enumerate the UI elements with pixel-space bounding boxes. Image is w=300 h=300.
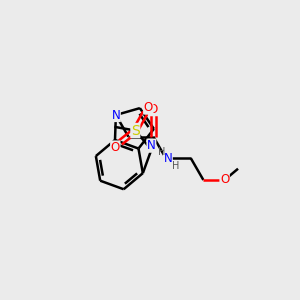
Text: O: O <box>144 101 153 114</box>
Text: O: O <box>111 141 120 154</box>
Text: O: O <box>149 103 158 116</box>
Text: H: H <box>172 161 180 171</box>
Text: N: N <box>164 152 172 165</box>
Text: S: S <box>131 124 140 137</box>
Text: O: O <box>220 173 229 187</box>
Text: N: N <box>112 109 120 122</box>
Text: H: H <box>158 147 165 157</box>
Text: N: N <box>147 139 156 152</box>
